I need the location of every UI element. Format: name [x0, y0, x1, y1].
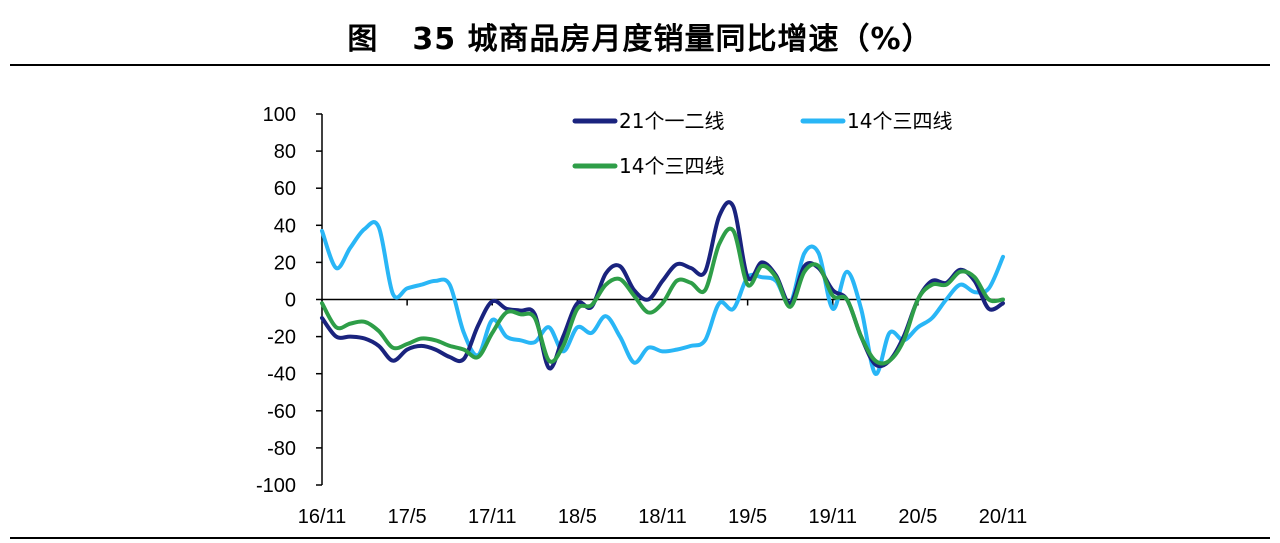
legend-label-0: 21个一二线	[619, 109, 724, 133]
legend-label-2: 14个三四线	[619, 154, 724, 178]
x-tick-label: 17/5	[388, 506, 427, 528]
figure-label: 图	[347, 22, 379, 57]
y-tick-label: 40	[274, 215, 296, 237]
x-tick-label: 17/11	[468, 506, 517, 528]
y-tick-label: 60	[274, 178, 296, 200]
x-tick-label: 20/5	[898, 506, 937, 528]
y-tick-label: 80	[274, 141, 296, 163]
x-tick-label: 18/5	[558, 506, 597, 528]
y-tick-label: 0	[285, 290, 296, 312]
y-tick-label: -20	[267, 327, 296, 349]
top-rule	[10, 64, 1270, 66]
y-tick-label: -60	[267, 401, 296, 423]
y-tick-label: 20	[274, 252, 296, 274]
y-tick-label: -80	[267, 438, 296, 460]
series-line-1	[320, 220, 1005, 376]
bottom-rule	[10, 537, 1270, 539]
chart-legend: 21个一二线 14个三四线 14个三四线	[572, 109, 952, 178]
x-tick-label: 19/5	[728, 506, 767, 528]
x-tick-label: 20/11	[979, 506, 1028, 528]
legend-label-1: 14个三四线	[847, 109, 952, 133]
y-tick-label: -40	[267, 364, 296, 386]
x-tick-label: 18/11	[638, 506, 687, 528]
chart-series	[320, 200, 1005, 376]
y-tick-label: 100	[263, 104, 296, 126]
y-tick-label: -100	[256, 475, 296, 497]
series-line-2	[320, 226, 1005, 366]
x-tick-label: 16/11	[298, 506, 347, 528]
figure-title: 图 35 城商品房月度销量同比增速（%）	[0, 14, 1280, 58]
x-tick-label: 19/11	[808, 506, 857, 528]
chart-title: 35 城商品房月度销量同比增速（%）	[412, 22, 933, 57]
